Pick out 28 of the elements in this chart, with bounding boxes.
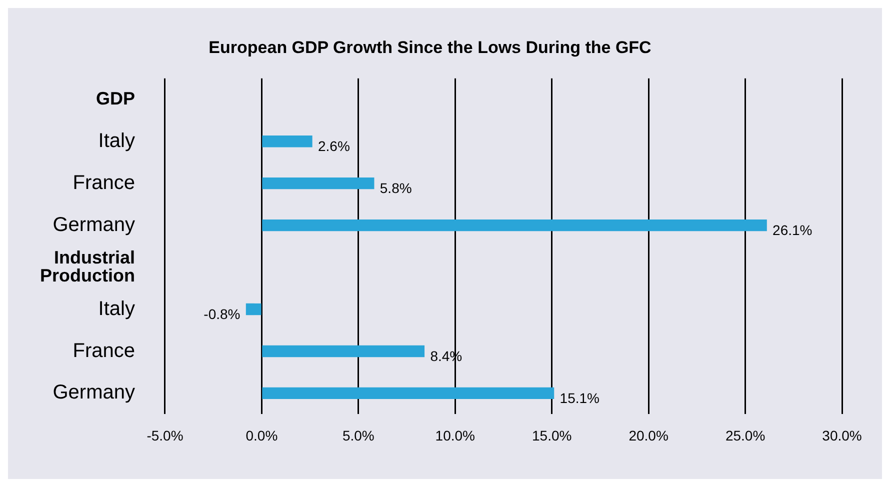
y-tick-label: France: [72, 340, 135, 362]
y-tick-label: Italy: [98, 130, 135, 152]
y-tick-label: Italy: [98, 298, 135, 320]
x-tick-label: 25.0%: [725, 427, 766, 444]
data-label: 2.6%: [318, 138, 350, 154]
x-tick-label: 10.0%: [435, 427, 475, 444]
data-label: 15.1%: [560, 390, 600, 406]
y-tick-label: GDP: [96, 88, 135, 108]
x-tick-label: -5.0%: [146, 427, 184, 444]
y-tick-label: Industrial Production: [40, 247, 135, 286]
bar: [262, 136, 312, 148]
x-tick-label: 0.0%: [246, 427, 278, 444]
x-tick-label: 5.0%: [342, 427, 374, 444]
bar: [262, 219, 767, 232]
chart-title: European GDP Growth Since the Lows During the GFC: [208, 38, 652, 57]
data-label: -0.8%: [204, 306, 240, 322]
bar: [262, 345, 425, 358]
x-tick-label: 15.0%: [532, 427, 572, 444]
bar: [262, 387, 554, 400]
x-tick-label: 20.0%: [628, 427, 668, 444]
y-tick-label: Germany: [52, 214, 135, 236]
data-label: 26.1%: [772, 222, 812, 238]
bar: [246, 303, 262, 316]
y-tick-label: Germany: [52, 382, 135, 404]
y-tick-label: France: [72, 172, 135, 194]
bar: [262, 178, 374, 190]
x-tick-label: 30.0%: [822, 427, 862, 444]
data-label: 5.8%: [380, 180, 412, 196]
